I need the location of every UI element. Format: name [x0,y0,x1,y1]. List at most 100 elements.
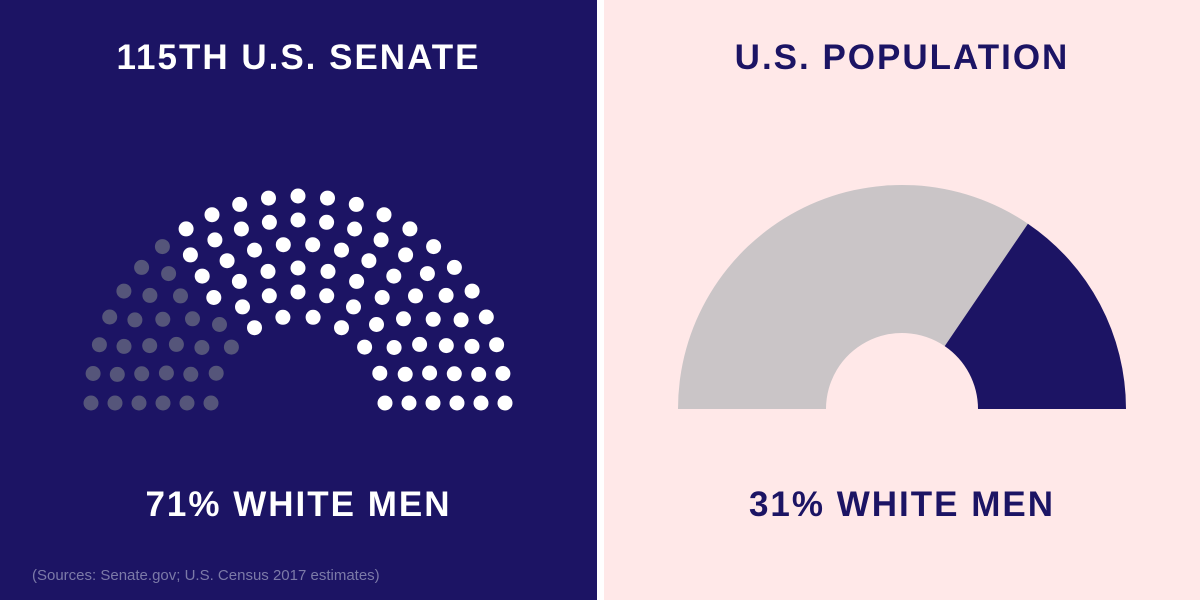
senate-seat-other [158,365,174,381]
senate-seat-white-men [473,395,489,411]
senate-seat-white-men [204,207,220,223]
senate-seat-white-men [320,190,335,206]
population-caption: 31% WHITE MEN [748,485,1056,524]
senate-caption: 71% WHITE MEN [145,485,452,524]
senate-seat-white-men [401,395,417,411]
senate-seat-other [155,311,171,327]
senate-seat-white-men [464,338,480,354]
senate-seat-white-men [247,320,262,336]
senate-seat-white-men [478,309,494,325]
population-half-donut-chart [678,184,1126,409]
senate-seat-white-men [386,268,402,284]
senate-seat-white-men [182,247,198,263]
senate-seat-other [168,336,184,352]
senate-seat-white-men [397,366,413,382]
senate-seat-white-men [422,365,438,381]
senate-seat-white-men [290,284,306,300]
senate-seat-white-men [305,309,321,325]
senate-panel: 115TH U.S. SENATE 71% WHITE MEN (Sources… [0,0,597,600]
senate-seat-other [116,283,132,299]
senate-seat-other [131,395,147,411]
senate-seat-white-men [408,288,423,304]
senate-seat-white-men [471,366,487,382]
senate-seat-white-men [346,299,361,315]
senate-seat-other [185,311,200,327]
senate-seat-white-men [261,190,276,206]
senate-seat-white-men [275,237,291,253]
senate-seat-other [179,395,195,411]
senate-seat-white-men [247,242,262,258]
senate-seat-white-men [425,311,441,327]
senate-seat-white-men [319,288,335,304]
senate-seat-white-men [334,242,349,258]
senate-title: 115TH U.S. SENATE [116,38,481,77]
senate-seat-white-men [419,266,435,282]
senate-seat-other [142,287,158,303]
senate-seat-other [102,309,118,325]
senate-seat-white-men [290,260,306,276]
population-title: U.S. POPULATION [734,38,1070,77]
senate-seat-other [183,366,199,382]
senate-seat-white-men [232,196,248,212]
senate-seat-other [127,312,143,328]
sources-note: (Sources: Senate.gov; U.S. Census 2017 e… [32,567,380,584]
population-slice-other [678,184,1028,409]
senate-seat-white-men [231,273,247,289]
senate-seat-white-men [261,288,277,304]
senate-seat-white-men [207,232,223,248]
senate-seat-white-men [361,253,377,269]
senate-seat-white-men [290,212,306,228]
senate-seat-other [173,288,188,304]
senate-seat-other [155,395,171,411]
senate-seat-other [223,339,239,355]
senate-seat-white-men [489,337,505,353]
senate-seat-white-men [194,268,210,284]
senate-seat-other [212,317,227,332]
senate-seat-white-men [446,259,462,275]
senate-seat-white-men [377,395,393,411]
senate-seat-white-men [261,214,277,230]
senate-seat-white-men [233,221,249,237]
senate-seat-other [154,239,170,255]
senate-seat-white-men [373,232,389,248]
senate-seat-other [208,365,224,381]
senate-seat-white-men [495,366,511,381]
senate-seat-white-men [402,221,418,237]
senate-seat-white-men [319,214,335,230]
senate-seat-white-men [235,299,250,315]
senate-seat-white-men [348,196,364,212]
senate-seat-other [134,259,150,275]
senate-seat-white-men [357,339,373,355]
senate-seat-white-men [426,239,442,255]
senate-seat-white-men [453,312,469,328]
senate-seat-white-men [376,207,392,223]
senate-seat-other [203,395,219,411]
senate-seat-white-men [349,273,365,289]
senate-seat-white-men [374,290,390,305]
population-panel: U.S. POPULATION 31% WHITE MEN [604,0,1200,600]
senate-seat-other [107,395,123,411]
senate-seat-other [194,340,210,355]
senate-parliament-chart [83,188,513,411]
senate-seat-other [109,366,125,382]
senate-seat-white-men [464,283,480,299]
senate-seat-white-men [449,395,465,411]
senate-seat-white-men [347,221,363,237]
senate-seat-white-men [219,253,235,269]
senate-seat-white-men [396,311,411,327]
senate-seat-white-men [260,263,276,279]
population-slice-white-men [944,223,1126,409]
senate-seat-white-men [334,320,349,336]
senate-seat-other [83,395,99,411]
senate-seat-white-men [425,395,441,411]
senate-seat-white-men [290,188,306,204]
senate-seat-white-men [386,340,402,355]
senate-seat-white-men [398,247,414,263]
senate-seat-white-men [178,221,194,237]
senate-seat-white-men [412,336,428,352]
senate-seat-other [142,338,158,354]
senate-seat-white-men [206,290,222,305]
senate-seat-other [91,337,107,353]
senate-seat-white-men [369,317,384,332]
